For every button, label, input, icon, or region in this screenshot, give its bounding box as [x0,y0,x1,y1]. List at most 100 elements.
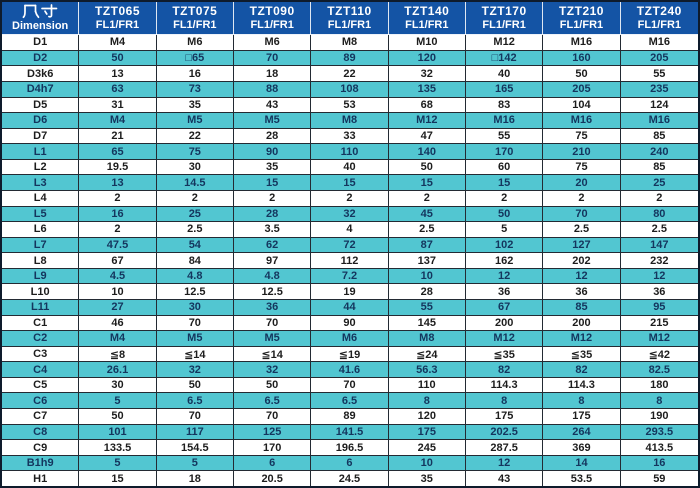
value-cell: 47 [388,128,466,145]
value-cell: 70 [543,206,621,223]
value-cell: 54 [156,237,234,254]
value-cell: 21 [79,128,157,145]
value-cell: □65 [156,50,234,67]
value-cell: M12 [388,113,466,129]
value-cell: 202 [543,253,621,269]
value-cell: 60 [465,159,544,176]
value-cell: 7.2 [311,268,389,285]
value-cell: 84 [156,253,234,269]
table-row: D3k6 13 16 18 22 32 40 50 55 [2,66,698,82]
value-cell: 232 [620,253,698,269]
row-label: L7 [2,237,80,254]
value-cell: 4.8 [233,268,312,285]
value-cell: 120 [388,409,466,425]
value-cell: 2.5 [388,222,466,238]
value-cell: ≦8 [79,346,157,363]
value-cell: 27 [79,300,157,316]
value-cell: 28 [233,128,312,145]
value-cell: 8 [543,393,621,410]
value-cell: 5 [156,455,234,472]
value-cell: 6.5 [233,393,312,410]
value-cell: 10 [388,455,466,472]
value-cell: 2 [465,190,544,207]
value-cell: 170 [233,440,312,456]
table-row: L9 4.5 4.8 4.8 7.2 10 12 12 12 [2,268,698,285]
value-cell: 235 [620,81,698,98]
row-label: C9 [2,440,80,456]
table-row: L10 10 12.5 12.5 19 28 36 36 36 [2,284,698,301]
value-cell: 36 [465,284,544,301]
value-cell: 43 [465,471,544,486]
value-cell: 45 [388,206,466,223]
value-cell: 55 [388,300,466,316]
value-cell: 89 [311,409,389,425]
value-cell: 70 [233,315,312,332]
value-cell: 12 [465,455,544,472]
value-cell: M4 [79,113,157,129]
value-cell: 40 [465,66,544,82]
value-cell: 127 [543,237,621,254]
value-cell: 70 [233,50,312,67]
value-cell: 8 [388,393,466,410]
value-cell: 175 [543,409,621,425]
value-cell: 2 [311,190,389,207]
row-label: L11 [2,300,80,316]
value-cell: 90 [233,144,312,160]
value-cell: 102 [465,237,544,254]
value-cell: 25 [620,175,698,191]
table-row: C8 101 117 125 141.5 175 202.5 264 293.5 [2,424,698,441]
value-cell: M8 [311,113,389,129]
value-cell: 50 [543,66,621,82]
value-cell: 35 [388,471,466,486]
value-cell: 2 [620,190,698,207]
value-cell: 8 [620,393,698,410]
value-cell: M16 [620,35,698,51]
value-cell: 12 [543,268,621,285]
value-cell: ≦14 [233,346,312,363]
value-cell: 70 [156,409,234,425]
value-cell: 4.5 [79,268,157,285]
value-cell: 89 [311,50,389,67]
value-cell: 55 [465,128,544,145]
value-cell: 10 [79,284,157,301]
value-cell: 44 [311,300,389,316]
value-cell: 162 [465,253,544,269]
value-cell: 160 [543,50,621,67]
value-cell: 200 [543,315,621,332]
row-label: C8 [2,424,80,441]
value-cell: 108 [311,81,389,98]
value-cell: 53 [311,97,389,114]
value-cell: M5 [156,331,234,347]
table-row: L3 13 14.5 15 15 15 15 20 25 [2,175,698,191]
model-name: TZT170 [481,4,527,19]
value-cell: 6 [311,455,389,472]
value-cell: 6.5 [311,393,389,410]
column-header: TZT170 FL1/FR1 [465,2,544,36]
value-cell: 26.1 [79,362,157,378]
value-cell: 15 [311,175,389,191]
value-cell: 50 [388,159,466,176]
value-cell: M16 [465,113,544,129]
value-cell: 16 [79,206,157,223]
row-label: D6 [2,113,80,129]
value-cell: 70 [233,409,312,425]
value-cell: 202.5 [465,424,544,441]
value-cell: 287.5 [465,440,544,456]
table-row: D1 M4 M6 M6 M8 M10 M12 M16 M16 [2,35,698,51]
value-cell: M8 [388,331,466,347]
table-header: Dimension TZT065 FL1/FR1 TZT075 FL1/FR1 TZT0… [2,2,698,36]
value-cell: 63 [79,81,157,98]
value-cell: 67 [465,300,544,316]
column-header: TZT110 FL1/FR1 [311,2,389,36]
row-label: C1 [2,315,80,332]
model-name: TZT065 [94,4,140,19]
value-cell: 43 [233,97,312,114]
value-cell: 56.3 [388,362,466,378]
value-cell: 190 [620,409,698,425]
row-label: C6 [2,393,80,410]
value-cell: 2 [543,190,621,207]
value-cell: 15 [465,175,544,191]
value-cell: 30 [79,377,157,394]
value-cell: M4 [79,331,157,347]
